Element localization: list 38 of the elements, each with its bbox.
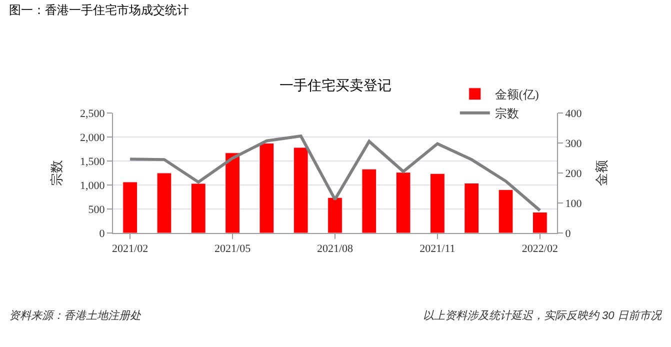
x-tick-label: 2021/11 xyxy=(420,243,456,256)
y-tick-label: 0 xyxy=(99,228,106,240)
bar xyxy=(225,152,240,233)
chart-title: 一手住宅买卖登记 xyxy=(280,78,392,94)
line-series xyxy=(128,134,542,212)
y2-tick-label: 100 xyxy=(565,198,582,210)
y-tick-label: 1,500 xyxy=(80,156,106,168)
y2-axis-title: 金额 xyxy=(594,160,609,186)
y-tick-label: 2,000 xyxy=(80,132,106,144)
bar xyxy=(396,172,411,233)
y2-tick-label: 300 xyxy=(565,138,582,150)
bar xyxy=(498,190,514,233)
legend-label: 宗数 xyxy=(494,106,519,121)
text: 图一：香港一手住宅市场成交统计 xyxy=(9,3,189,17)
x-tick-label: 2022/02 xyxy=(522,243,558,256)
bar xyxy=(362,168,377,233)
bar xyxy=(190,183,206,233)
x-tick-label: 2021/02 xyxy=(112,243,148,256)
y-tick-label: 1,000 xyxy=(80,180,106,192)
text: 资料来源：香港土地注册处 xyxy=(9,309,142,322)
y-tick-label: 2,500 xyxy=(80,108,106,120)
y2-tick-label: 0 xyxy=(565,228,572,240)
bar xyxy=(259,143,274,233)
x-tick-label: 2021/05 xyxy=(214,243,252,256)
y2-tick-label: 200 xyxy=(565,168,582,180)
y-tick-label: 500 xyxy=(88,204,106,216)
text: 以上资料涉及统计延迟，实际反映约 30 日前市况 xyxy=(423,309,662,322)
y-axis-title: 宗数 xyxy=(49,160,64,186)
legend-label: 金额(亿) xyxy=(494,88,539,102)
bar xyxy=(156,172,172,233)
bar xyxy=(328,197,342,233)
bar xyxy=(532,212,548,233)
x-tick-label: 2021/08 xyxy=(316,243,354,256)
bar xyxy=(293,147,308,233)
bar xyxy=(464,182,480,233)
bar xyxy=(430,173,445,233)
y2-tick-label: 400 xyxy=(565,108,582,120)
bar xyxy=(122,182,138,233)
